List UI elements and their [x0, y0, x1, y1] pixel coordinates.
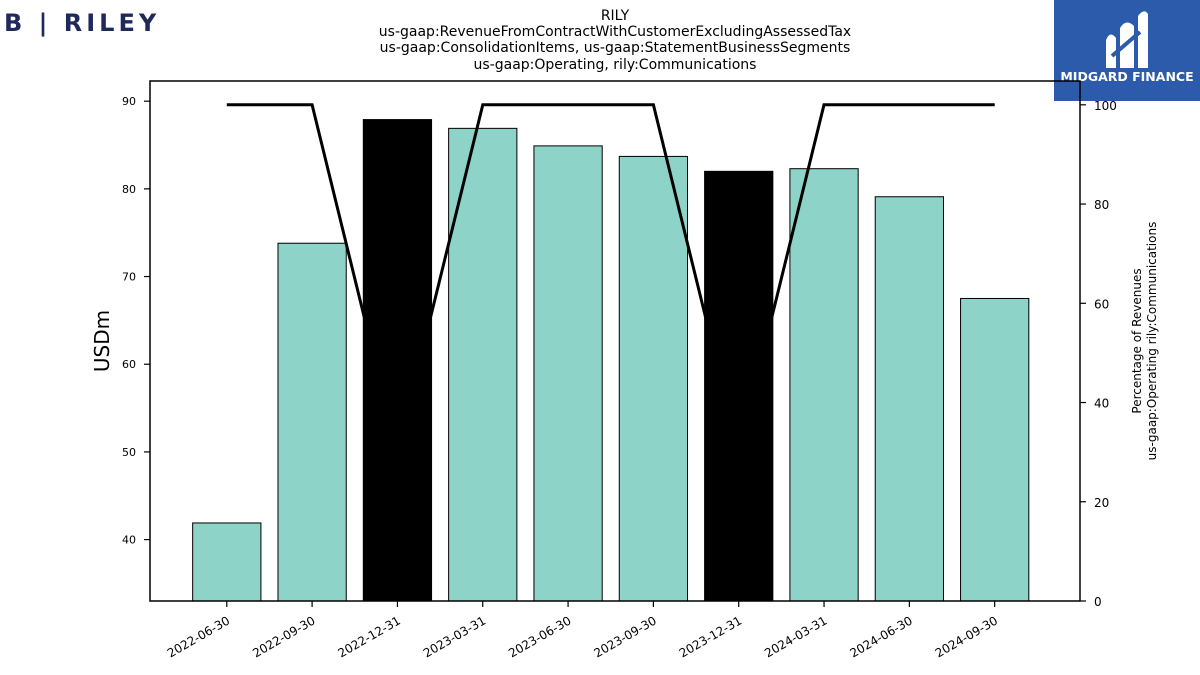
bar [448, 127, 518, 602]
bar [277, 242, 347, 602]
y-right-tick-label: 100 [1094, 99, 1117, 113]
chart-title-line: us-gaap:Operating, rily:Communications [474, 57, 757, 73]
percentage-line [226, 103, 995, 453]
y-tick-label: 80 [122, 183, 136, 196]
y-right-tick-label: 0 [1094, 595, 1102, 609]
b-riley-logo: B | RILEY [4, 9, 160, 37]
midgard-finance-logo: MIDGARD FINANCE [1054, 0, 1200, 101]
y-tick-label: 60 [122, 358, 136, 371]
chart-title-line: us-gaap:ConsolidationItems, us-gaap:Stat… [380, 40, 851, 56]
x-tick-label: 2023-09-30 [591, 613, 658, 660]
chart-title-line: RILY [601, 8, 630, 24]
plot-frame [149, 80, 1081, 602]
midgard-finance-text: MIDGARD FINANCE [1060, 69, 1194, 84]
y-tick-label: 90 [122, 95, 136, 108]
y-right-tick-label: 80 [1094, 198, 1109, 212]
x-tick-label: 2022-09-30 [250, 613, 317, 660]
chart-title-line: us-gaap:RevenueFromContractWithCustomerE… [379, 24, 851, 40]
x-tick-label: 2023-06-30 [506, 613, 573, 660]
y-axis-right-label-line1: Percentage of Revenues [1130, 268, 1144, 413]
x-tick-label: 2024-03-31 [762, 613, 829, 660]
bar [533, 145, 603, 602]
y-tick-label: 40 [122, 534, 136, 547]
chart-title: RILY us-gaap:RevenueFromContractWithCust… [379, 8, 851, 73]
x-tick-label: 2022-06-30 [165, 613, 232, 660]
x-tick-label: 2023-12-31 [677, 613, 744, 660]
midgard-emblem-icon [1106, 11, 1148, 69]
y-axis-label: USDm [90, 310, 114, 372]
y-tick-label: 50 [122, 446, 136, 459]
b-riley-logo-text: B | RILEY [4, 9, 160, 37]
bar [618, 155, 689, 602]
y-axis-right-label-line2: us-gaap:Operating rily:Communications [1145, 222, 1159, 461]
y-tick-label: 70 [122, 271, 136, 284]
bar [192, 522, 262, 602]
x-tick-label: 2022-12-31 [336, 613, 403, 660]
bar [874, 196, 944, 602]
x-tick-label: 2024-09-30 [933, 613, 1000, 660]
x-tick-label: 2024-06-30 [847, 613, 914, 660]
y-right-tick-label: 60 [1094, 297, 1109, 311]
bar [789, 168, 859, 602]
y-right-tick-label: 20 [1094, 496, 1109, 510]
x-tick-label: 2023-03-31 [421, 613, 488, 660]
bar [960, 297, 1030, 602]
bar [704, 170, 774, 602]
y-right-tick-label: 40 [1094, 397, 1109, 411]
